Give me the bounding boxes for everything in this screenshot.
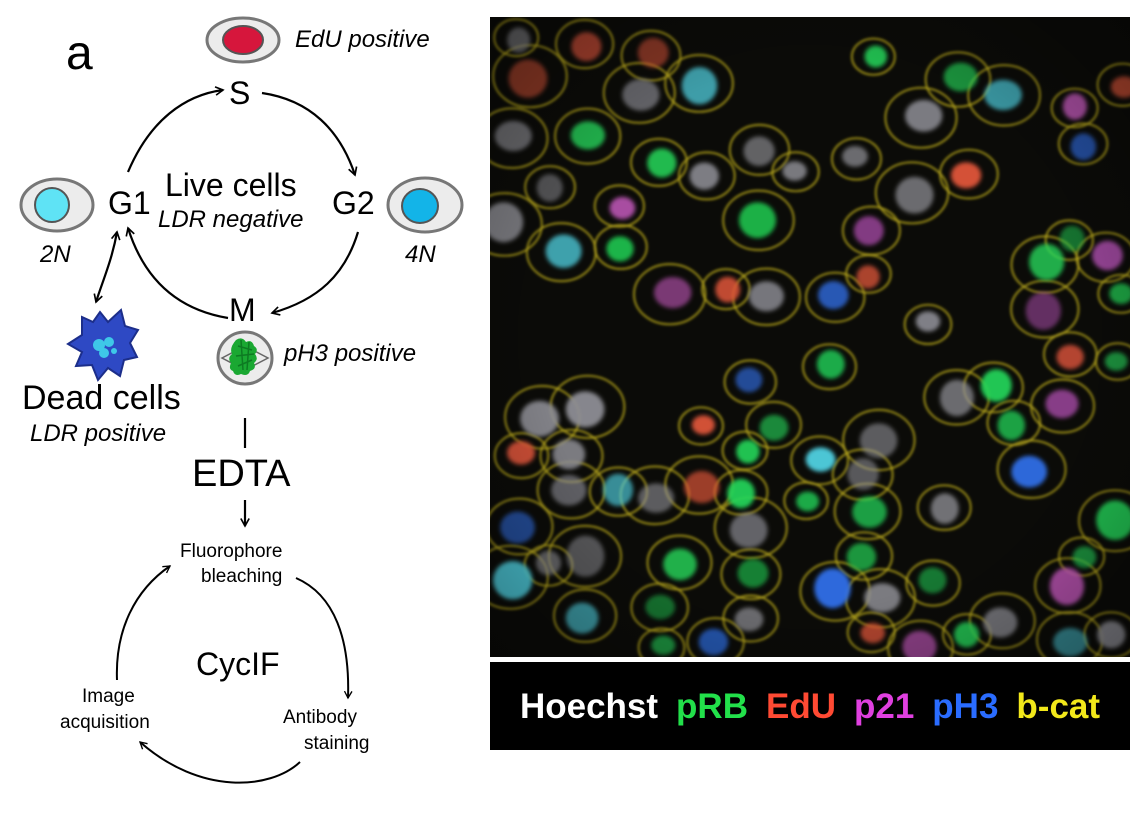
cycif-cycle-arrows (115, 565, 353, 784)
edu-cell-icon (205, 16, 281, 64)
g1-cell-icon (19, 177, 95, 233)
edu-positive-label: EdU positive (295, 26, 430, 53)
mitotic-cell-icon (216, 330, 274, 386)
step-acquisition-label: acquisition (60, 712, 150, 733)
g2-dna-content: 4N (405, 241, 436, 268)
step-bleaching-label: bleaching (201, 566, 283, 587)
step-image-label: Image (82, 686, 135, 707)
legend-bcat: b-cat (1016, 686, 1101, 726)
dead-cells-subtitle: LDR positive (30, 420, 167, 447)
legend-hoechst: Hoechst (519, 686, 659, 726)
dead-cells-title: Dead cells (22, 379, 181, 417)
g1-dna-content: 2N (40, 241, 71, 268)
legend-p21: p21 (853, 686, 915, 726)
g2-cell-icon (386, 176, 464, 234)
dead-cell-icon (66, 308, 140, 382)
live-cells-subtitle: LDR negative (158, 206, 304, 233)
phase-s-label: S (229, 75, 251, 111)
legend-ph3: pH3 (932, 686, 999, 726)
phase-m-label: M (229, 292, 256, 328)
phase-g2-label: G2 (332, 185, 375, 221)
cell-cycle-diagram: a EdU positive S G1 G2 M Live cells LDR … (0, 0, 480, 808)
edta-label: EDTA (192, 453, 291, 495)
microscopy-image (490, 17, 1130, 657)
diagram-graphics (19, 16, 464, 784)
legend-edu: EdU (765, 686, 836, 726)
step-staining-label: staining (304, 733, 370, 754)
phase-g1-label: G1 (108, 185, 151, 221)
step-antibody-label: Antibody (283, 707, 357, 728)
ph3-positive-label: pH3 positive (284, 340, 417, 367)
legend-prb: pRB (676, 686, 748, 726)
step-fluorophore-label: Fluorophore (180, 541, 283, 562)
cycif-center-label: CycIF (196, 646, 280, 682)
channel-legend: Hoechst pRB EdU p21 pH3 b-cat (490, 662, 1130, 750)
panel-label: a (66, 27, 93, 80)
microscopy-field (490, 17, 1130, 657)
cell-cycle-arrows (96, 90, 360, 320)
live-cells-title: Live cells (165, 167, 297, 203)
